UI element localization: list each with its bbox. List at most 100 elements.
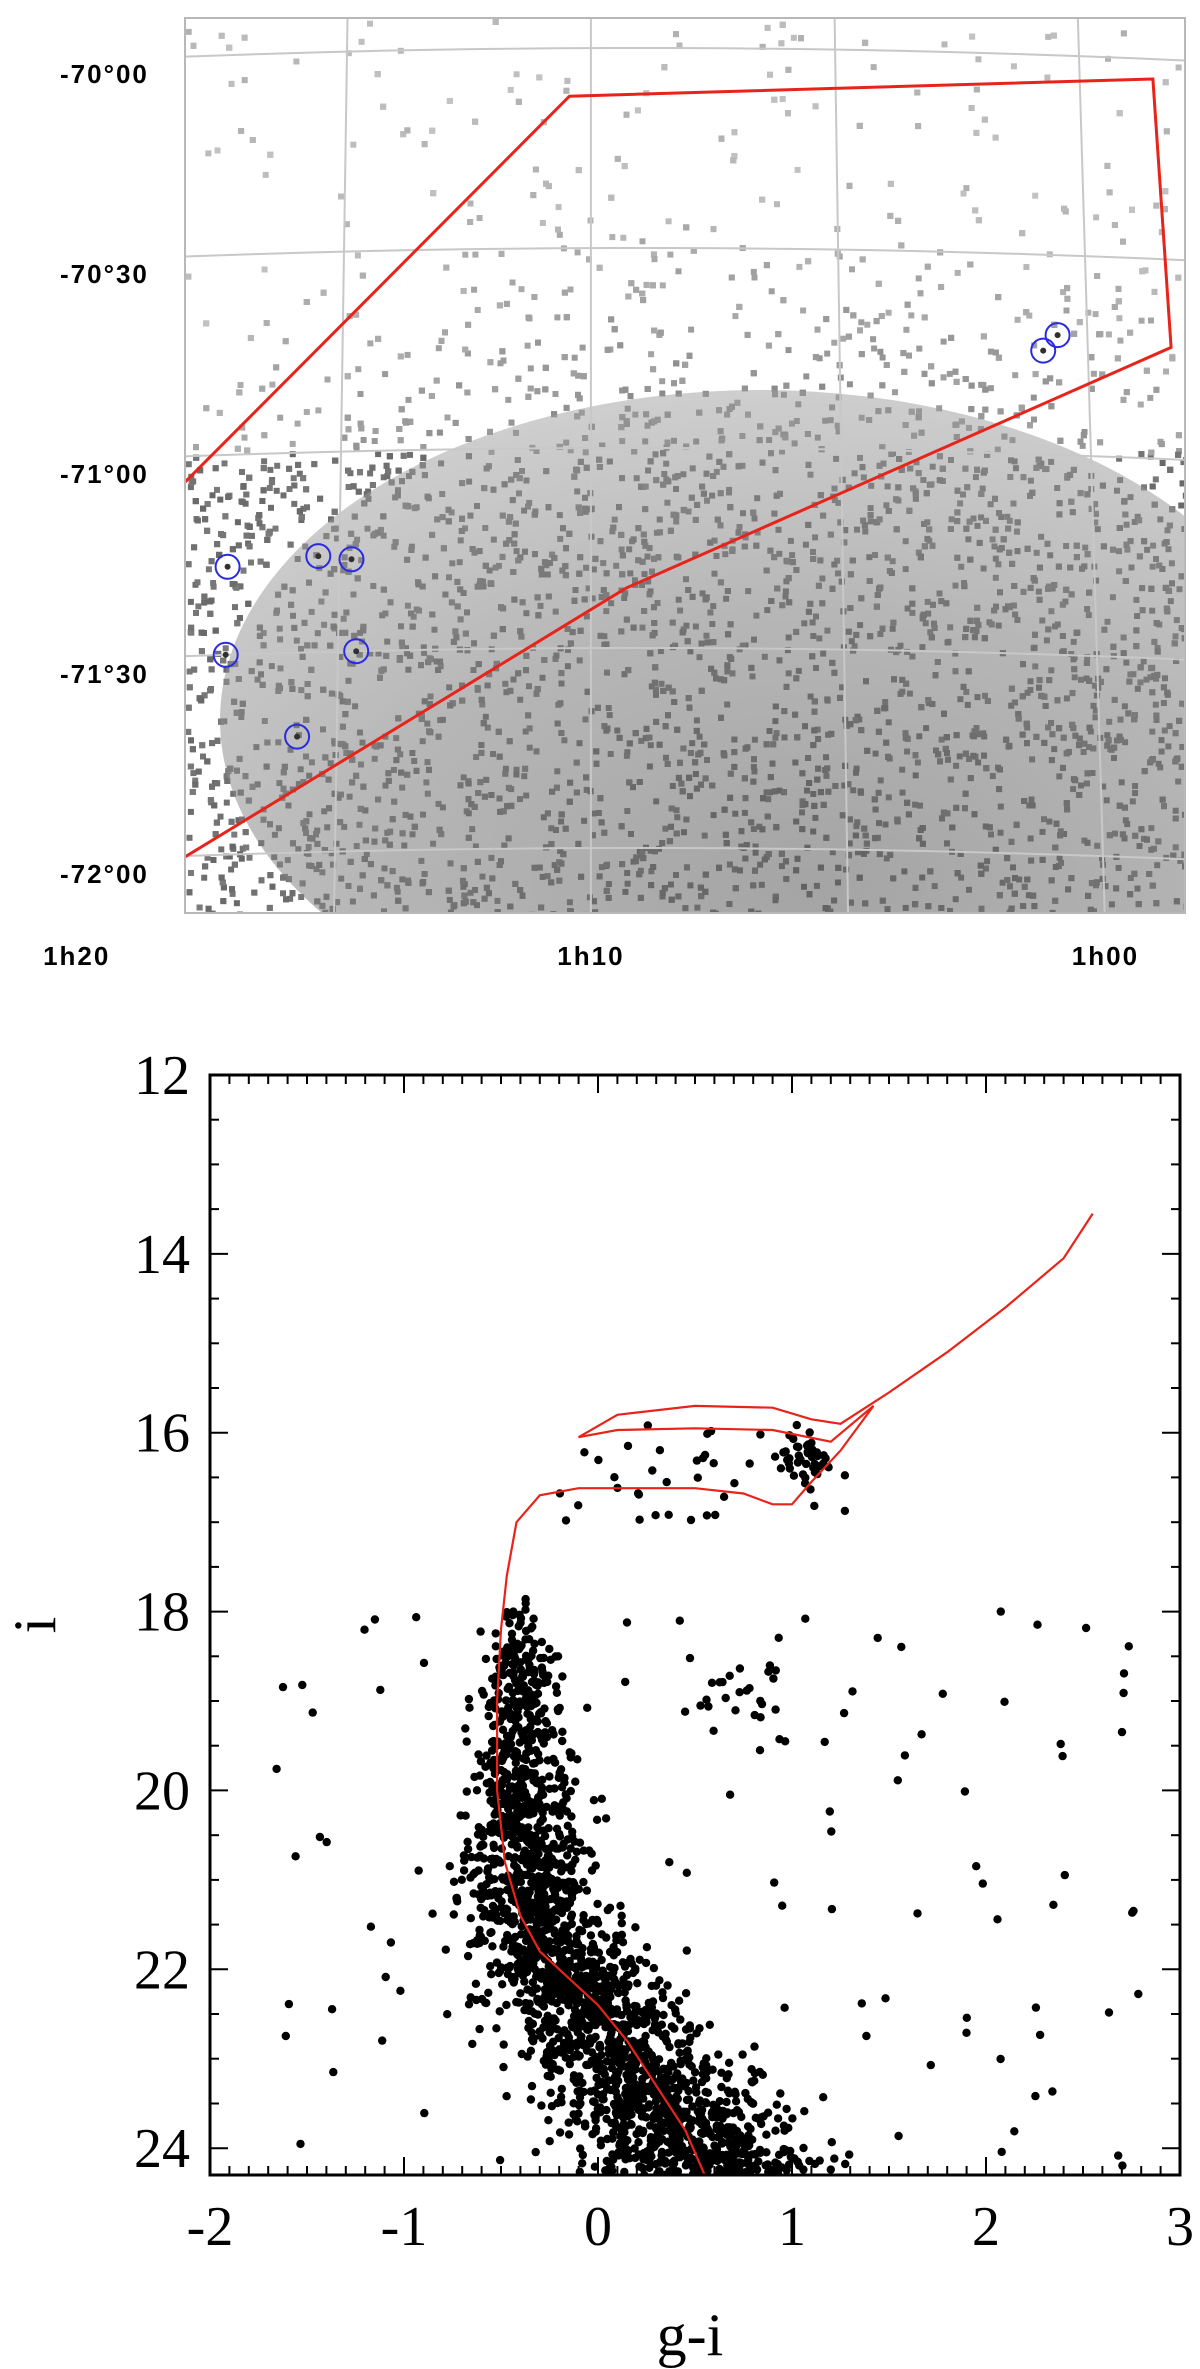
sky-star-pixel xyxy=(741,385,748,392)
sky-star-pixel xyxy=(960,190,967,197)
sky-star-pixel xyxy=(661,64,668,71)
sky-star-pixel xyxy=(226,44,233,51)
sky-star-pixel xyxy=(575,372,582,379)
sky-star-pixel xyxy=(614,155,621,162)
sky-star-pixel xyxy=(239,845,246,852)
sky-star-pixel xyxy=(843,306,850,313)
sky-star-pixel xyxy=(509,279,516,286)
sky-star-pixel xyxy=(962,376,969,382)
sky-star-pixel xyxy=(443,264,450,271)
sky-star-pixel xyxy=(404,351,411,358)
sky-star-pixel xyxy=(973,129,980,136)
sky-star-pixel xyxy=(291,482,298,489)
sky-star-pixel xyxy=(209,910,216,913)
sky-star-pixel xyxy=(941,41,948,48)
sky-star-pixel xyxy=(915,275,922,282)
sky-star-pixel xyxy=(452,419,459,426)
sky-star-pixel xyxy=(639,238,646,245)
sky-star-pixel xyxy=(199,742,206,749)
sky-star-pixel xyxy=(239,816,245,823)
sky-star-pixel xyxy=(1129,206,1135,213)
sky-star-pixel xyxy=(269,883,276,890)
sky-star-pixel xyxy=(574,249,581,256)
sky-star-pixel xyxy=(1088,354,1095,361)
sky-star-pixel xyxy=(229,886,235,893)
sky-star-pixel xyxy=(474,307,481,313)
sky-star-pixel xyxy=(552,391,559,397)
sky-star-pixel xyxy=(332,457,339,464)
sky-star-pixel xyxy=(446,98,453,104)
sky-star-pixel xyxy=(561,289,568,296)
sky-star-pixel xyxy=(551,411,558,418)
sky-star-pixel xyxy=(621,163,628,170)
sky-star-pixel xyxy=(243,844,250,851)
sky-star-pixel xyxy=(218,846,225,853)
sky-star-pixel xyxy=(196,904,203,911)
sky-star-pixel xyxy=(1088,385,1095,392)
sky-star-pixel xyxy=(870,64,877,71)
sky-star-pixel xyxy=(534,388,541,395)
sky-star-pixel xyxy=(997,408,1004,415)
sky-star-pixel xyxy=(263,561,270,568)
sky-star-pixel xyxy=(186,668,193,675)
sky-star-pixel xyxy=(259,498,266,504)
sky-star-pixel xyxy=(228,80,235,87)
sky-star-pixel xyxy=(371,438,378,444)
sky-star-pixel xyxy=(369,464,376,471)
sky-star-pixel xyxy=(185,561,192,568)
sky-star-pixel xyxy=(783,382,790,389)
sky-star-pixel xyxy=(433,377,440,384)
sky-star-pixel xyxy=(1141,484,1147,491)
sky-star-pixel xyxy=(563,87,570,94)
sky-star-pixel xyxy=(1142,267,1149,274)
sky-star-pixel xyxy=(963,185,970,192)
sky-star-pixel xyxy=(257,558,264,565)
sky-star-pixel xyxy=(238,855,245,862)
sky-star-pixel xyxy=(217,496,224,503)
sky-star-pixel xyxy=(191,544,198,551)
sky-star-pixel xyxy=(732,313,739,320)
sky-star-pixel xyxy=(800,307,807,314)
sky-star-pixel xyxy=(217,813,224,820)
sky-star-pixel xyxy=(246,854,253,861)
sky-star-pixel xyxy=(1042,378,1049,385)
sky-star-pixel xyxy=(992,134,999,141)
sky-star-pixel xyxy=(1081,429,1088,435)
sky-star-pixel xyxy=(383,462,390,469)
sky-star-pixel xyxy=(1085,309,1092,316)
sky-star-pixel xyxy=(241,34,248,41)
sky-star-pixel xyxy=(524,342,531,349)
sky-star-pixel xyxy=(987,348,994,355)
sky-star-pixel xyxy=(643,281,650,288)
sky-star-pixel xyxy=(883,362,890,368)
sky-star-pixel xyxy=(215,650,222,657)
sky-star-pixel xyxy=(1018,404,1025,411)
sky-star-pixel xyxy=(650,366,657,373)
sky-star-pixel xyxy=(233,584,240,591)
sky-star-pixel xyxy=(575,391,581,398)
sky-star-pixel xyxy=(244,447,251,454)
sky-star-pixel xyxy=(744,331,751,338)
sky-star-pixel xyxy=(209,492,216,499)
sky-star-pixel xyxy=(328,516,334,523)
sky-star-pixel xyxy=(845,333,852,340)
sky-star-pixel xyxy=(518,286,525,293)
sky-star-pixel xyxy=(1096,331,1103,338)
sky-star-pixel xyxy=(213,819,220,826)
sky-star-pixel xyxy=(1093,214,1100,221)
sky-star-pixel xyxy=(187,484,194,491)
sky-star-pixel xyxy=(436,429,443,436)
sky-star-pixel xyxy=(1182,492,1185,499)
sky-star-pixel xyxy=(571,354,578,361)
sky-star-pixel xyxy=(372,428,379,434)
sky-star-pixel xyxy=(280,890,286,897)
sky-star-pixel xyxy=(1137,401,1144,408)
sky-star-pixel xyxy=(579,344,586,351)
sky-star-pixel xyxy=(644,386,651,392)
sky-star-pixel xyxy=(879,382,886,389)
sky-star-pixel xyxy=(187,629,194,635)
sky-star-pixel xyxy=(201,692,208,699)
sky-star-pixel xyxy=(620,234,627,241)
sky-star-pixel xyxy=(1023,264,1030,270)
sky-star-pixel xyxy=(196,695,203,702)
